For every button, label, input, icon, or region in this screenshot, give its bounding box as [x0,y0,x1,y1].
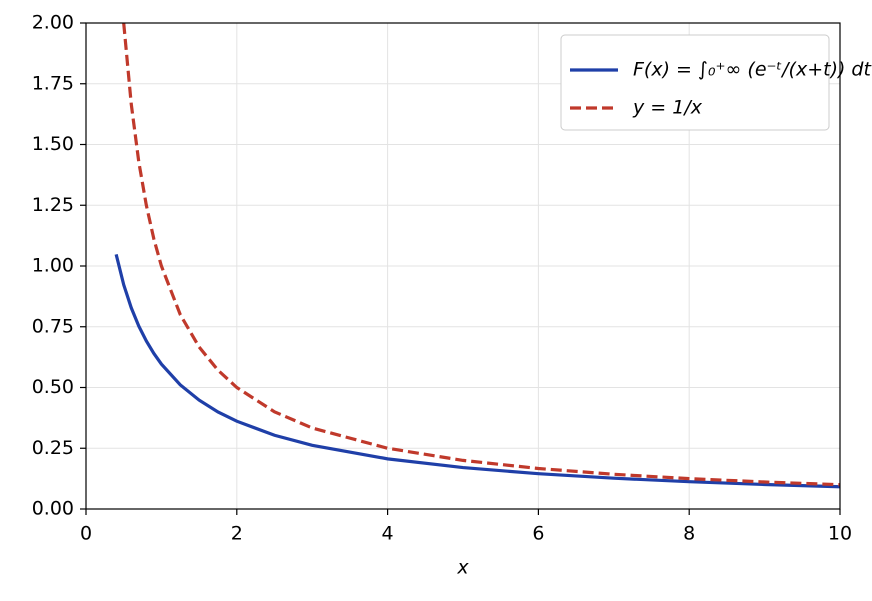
y-tick-label: 0.75 [32,315,74,337]
plot-area [114,23,840,489]
x-tick-label: 6 [532,523,544,545]
legend-box [560,34,830,131]
legend-label: F(x) = ∫₀⁺∞ (e⁻ᵗ/(x+t)) dt [633,59,872,81]
series-line [122,23,840,487]
legend-label: y = 1/x [632,97,703,119]
x-axis-label: x [456,557,469,579]
x-tick-label: 0 [80,523,92,545]
y-tick-label: 1.50 [32,133,74,155]
y-tick-label: 2.00 [32,12,74,34]
y-tick-label: 1.75 [32,72,74,94]
x-tick-label: 2 [231,523,243,545]
y-tick-label: 0.50 [32,376,74,398]
x-tick-label: 8 [683,523,695,545]
series-line [114,253,840,489]
x-tick-label: 10 [828,523,852,545]
y-tick-label: 0.00 [32,498,74,520]
y-tick-label: 1.25 [32,194,74,216]
x-tick-label: 4 [382,523,394,545]
y-tick-label: 1.00 [32,255,74,277]
legend: F(x) = ∫₀⁺∞ (e⁻ᵗ/(x+t)) dt y = 1/x [560,34,872,131]
y-tick-label: 0.25 [32,437,74,459]
